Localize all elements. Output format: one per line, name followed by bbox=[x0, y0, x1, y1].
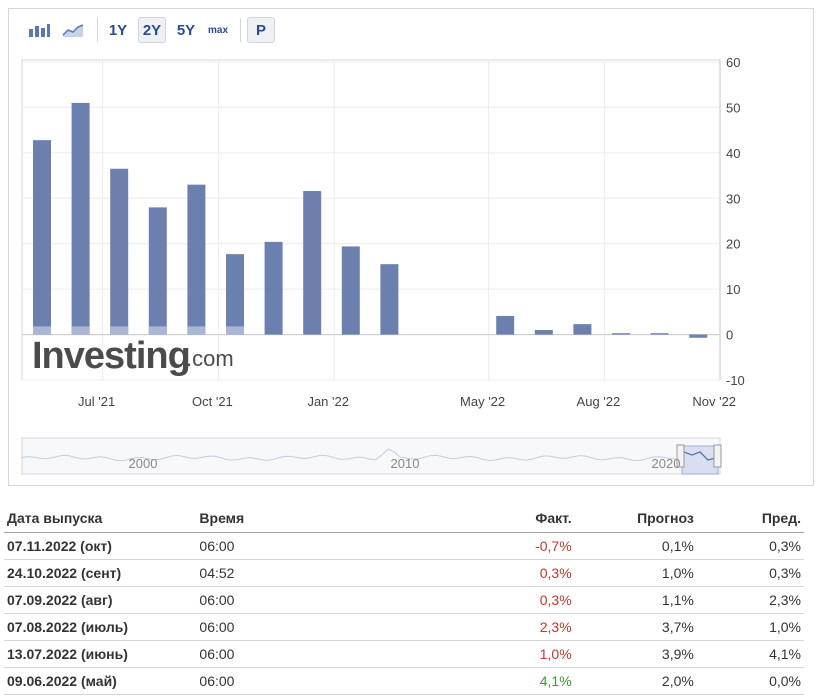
history-table: Дата выпуска Время Факт. Прогноз Пред. 0… bbox=[4, 504, 804, 695]
cell-forecast: 0,1% bbox=[574, 532, 697, 560]
col-header-forecast[interactable]: Прогноз bbox=[574, 504, 697, 533]
cell-previous: 4,1% bbox=[696, 640, 804, 668]
toolbar-divider bbox=[97, 18, 98, 42]
cell-actual: -0,7% bbox=[446, 532, 575, 560]
p-button[interactable]: P bbox=[247, 17, 275, 43]
cell-actual: 0,3% bbox=[446, 586, 575, 614]
col-header-time[interactable]: Время bbox=[196, 504, 447, 533]
cell-time: 04:52 bbox=[196, 559, 447, 587]
cell-date: 07.11.2022 (окт) bbox=[4, 532, 197, 560]
cell-date: 13.07.2022 (июнь) bbox=[4, 640, 197, 668]
table-row: 13.07.2022 (июнь) 06:00 1,0% 3,9% 4,1% bbox=[4, 640, 804, 668]
col-header-actual[interactable]: Факт. bbox=[446, 504, 575, 533]
col-header-date[interactable]: Дата выпуска bbox=[4, 504, 197, 533]
chart-panel: 1Y 2Y 5Y max P bbox=[8, 8, 814, 486]
table-row: 07.09.2022 (авг) 06:00 0,3% 1,1% 2,3% bbox=[4, 586, 804, 614]
cell-date: 07.09.2022 (авг) bbox=[4, 586, 197, 614]
range-max-button[interactable]: max bbox=[207, 24, 228, 36]
cell-previous: 1,0% bbox=[696, 613, 804, 641]
cell-forecast: 1,1% bbox=[574, 586, 697, 614]
cell-previous: 0,0% bbox=[696, 667, 804, 695]
cell-date: 09.06.2022 (май) bbox=[4, 667, 197, 695]
cell-time: 06:00 bbox=[196, 532, 447, 560]
cell-forecast: 1,0% bbox=[574, 559, 697, 587]
toolbar-divider bbox=[240, 18, 241, 42]
table-row: 07.08.2022 (июль) 06:00 2,3% 3,7% 1,0% bbox=[4, 613, 804, 641]
cell-previous: 2,3% bbox=[696, 586, 804, 614]
history-table-wrap: Дата выпуска Время Факт. Прогноз Пред. 0… bbox=[0, 504, 816, 695]
table-row: 24.10.2022 (сент) 04:52 0,3% 1,0% 0,3% bbox=[4, 559, 804, 587]
cell-time: 06:00 bbox=[196, 613, 447, 641]
cell-previous: 0,3% bbox=[696, 532, 804, 560]
col-header-previous[interactable]: Пред. bbox=[696, 504, 804, 533]
range-2y-button[interactable]: 2Y bbox=[138, 17, 166, 43]
cell-time: 06:00 bbox=[196, 586, 447, 614]
table-row: 07.11.2022 (окт) 06:00 -0,7% 0,1% 0,3% bbox=[4, 532, 804, 560]
table-row: 09.06.2022 (май) 06:00 4,1% 2,0% 0,0% bbox=[4, 667, 804, 695]
cell-time: 06:00 bbox=[196, 667, 447, 695]
cell-forecast: 3,9% bbox=[574, 640, 697, 668]
area-chart-icon[interactable] bbox=[59, 17, 87, 43]
cell-forecast: 3,7% bbox=[574, 613, 697, 641]
cell-actual: 4,1% bbox=[446, 667, 575, 695]
cell-previous: 0,3% bbox=[696, 559, 804, 587]
table-header-row: Дата выпуска Время Факт. Прогноз Пред. bbox=[4, 504, 804, 533]
cell-forecast: 2,0% bbox=[574, 667, 697, 695]
cell-date: 07.08.2022 (июль) bbox=[4, 613, 197, 641]
chart-toolbar: 1Y 2Y 5Y max P bbox=[25, 17, 281, 43]
cell-date: 24.10.2022 (сент) bbox=[4, 559, 197, 587]
cell-actual: 2,3% bbox=[446, 613, 575, 641]
cell-time: 06:00 bbox=[196, 640, 447, 668]
cell-actual: 0,3% bbox=[446, 559, 575, 587]
range-5y-button[interactable]: 5Y bbox=[176, 21, 196, 39]
bar-chart-icon[interactable] bbox=[25, 17, 53, 43]
cell-actual: 1,0% bbox=[446, 640, 575, 668]
range-1y-button[interactable]: 1Y bbox=[108, 21, 128, 39]
